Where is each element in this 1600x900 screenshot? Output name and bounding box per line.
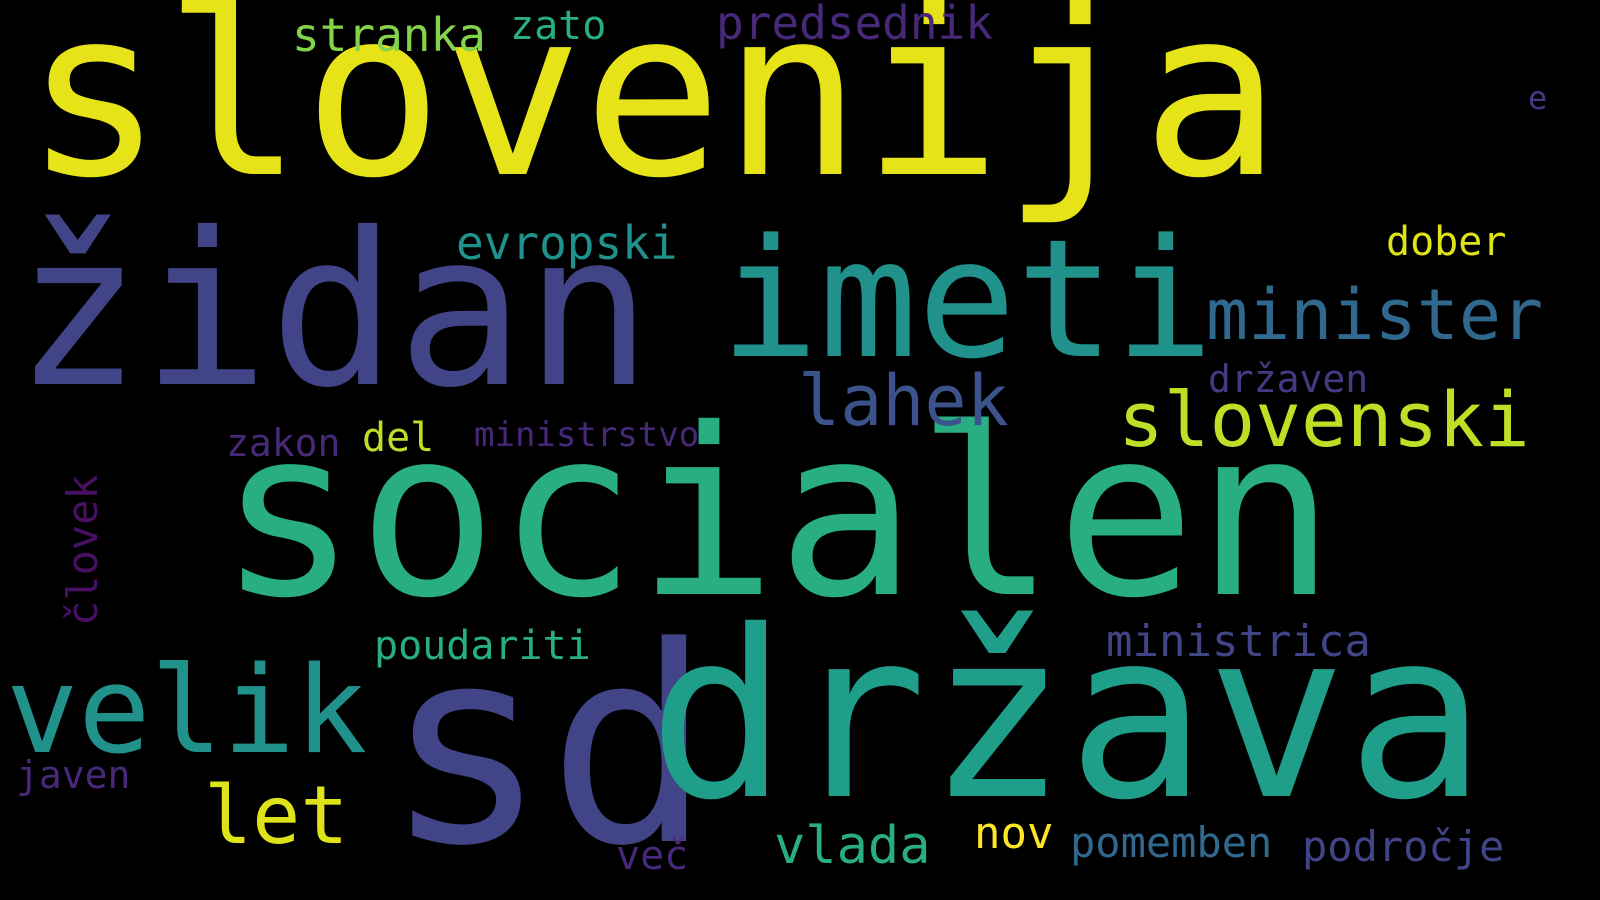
word-sd: sd	[384, 590, 712, 900]
word-vlada: vlada	[774, 816, 931, 876]
word-podrocje: področje	[1302, 822, 1505, 871]
word-clovek: človek	[58, 474, 107, 626]
word-predsednik: predsednik	[716, 0, 993, 50]
word-ministrica: ministrica	[1106, 616, 1371, 667]
word-dober: dober	[1386, 219, 1507, 265]
word-zato: zato	[510, 3, 607, 49]
word-slovenija: slovenija	[24, 0, 1282, 229]
word-zidan: židan	[14, 187, 653, 434]
word-socialen: socialen	[218, 379, 1336, 649]
word-nov: nov	[974, 808, 1054, 859]
word-evropski: evropski	[456, 216, 678, 270]
word-velik: velik	[6, 642, 368, 781]
word-imeti: imeti	[720, 204, 1214, 395]
word-slovenski: slovenski	[1118, 375, 1530, 464]
word-ministrstvo: ministrstvo	[474, 415, 700, 455]
word-stranka: stranka	[292, 8, 486, 62]
word-e: e	[1528, 79, 1548, 117]
word-pomemben: pomemben	[1070, 818, 1273, 867]
word-let: let	[204, 769, 349, 862]
word-minister: minister	[1206, 274, 1544, 356]
word-drzava: država	[648, 581, 1487, 851]
word-vec: več	[616, 833, 689, 879]
word-drzaven: državen	[1208, 357, 1369, 401]
word-zakon: zakon	[226, 421, 341, 465]
word-del: del	[362, 415, 435, 461]
word-poudariti: poudariti	[374, 623, 591, 669]
word-javen: javen	[16, 753, 131, 797]
word-lahek: lahek	[798, 360, 1009, 442]
